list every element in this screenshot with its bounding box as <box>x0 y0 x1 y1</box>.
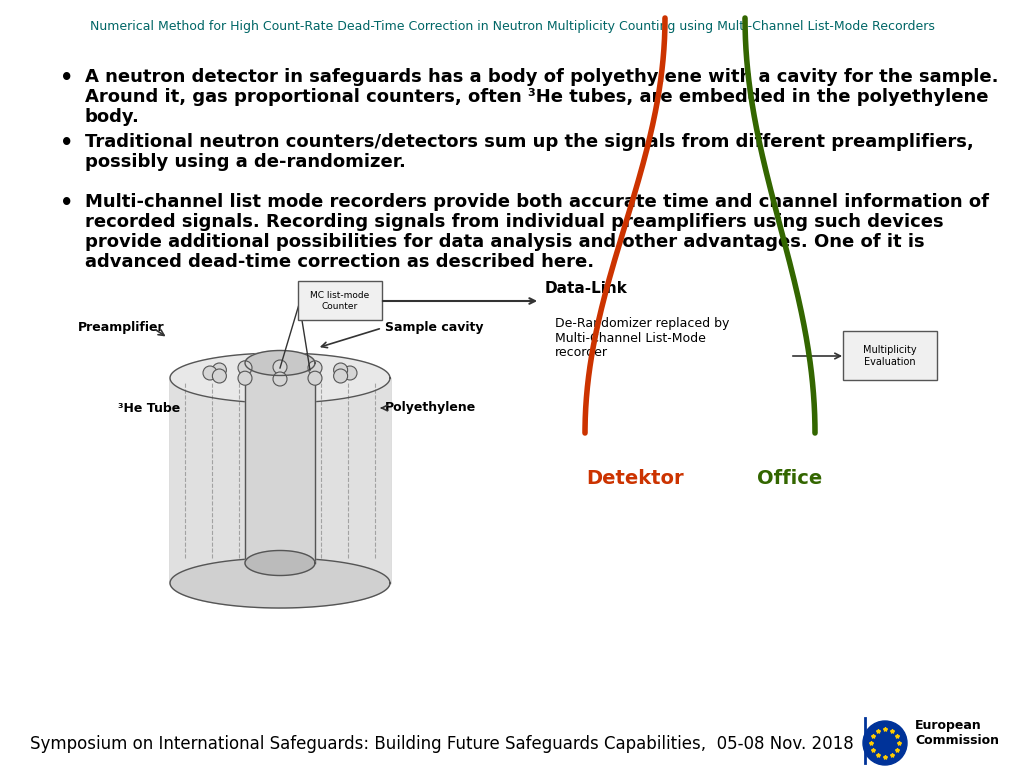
Text: Preamplifier: Preamplifier <box>78 322 165 335</box>
FancyBboxPatch shape <box>298 281 382 320</box>
FancyBboxPatch shape <box>843 331 937 380</box>
Polygon shape <box>245 551 315 575</box>
Text: Around it, gas proportional counters, often ³He tubes, are embedded in the polye: Around it, gas proportional counters, of… <box>85 88 988 106</box>
Text: advanced dead-time correction as described here.: advanced dead-time correction as describ… <box>85 253 594 271</box>
Text: ³He Tube: ³He Tube <box>118 402 180 415</box>
Text: Traditional neutron counters/detectors sum up the signals from different preampl: Traditional neutron counters/detectors s… <box>85 133 974 151</box>
Text: Numerical Method for High Count-Rate Dead-Time Correction in Neutron Multiplicit: Numerical Method for High Count-Rate Dea… <box>89 20 935 33</box>
Polygon shape <box>245 350 315 376</box>
Text: •: • <box>60 193 74 213</box>
Circle shape <box>334 369 347 383</box>
Text: MC list-mode
Counter: MC list-mode Counter <box>310 291 370 311</box>
Polygon shape <box>170 558 390 608</box>
Text: recorded signals. Recording signals from individual preamplifiers using such dev: recorded signals. Recording signals from… <box>85 213 944 231</box>
Polygon shape <box>170 353 390 403</box>
Circle shape <box>273 372 287 386</box>
Text: possibly using a de-randomizer.: possibly using a de-randomizer. <box>85 153 406 171</box>
Text: Polyethylene: Polyethylene <box>385 402 476 415</box>
Circle shape <box>203 366 217 380</box>
Text: Multi-channel list mode recorders provide both accurate time and channel informa: Multi-channel list mode recorders provid… <box>85 193 989 211</box>
Circle shape <box>273 360 287 374</box>
Text: Symposium on International Safeguards: Building Future Safeguards Capabilities, : Symposium on International Safeguards: B… <box>30 735 854 753</box>
Circle shape <box>334 363 347 377</box>
Text: Data-Link: Data-Link <box>545 281 628 296</box>
Polygon shape <box>170 378 390 583</box>
Circle shape <box>212 363 226 377</box>
Circle shape <box>343 366 357 380</box>
Circle shape <box>238 371 252 386</box>
Text: Detektor: Detektor <box>586 468 684 488</box>
Text: Office: Office <box>758 468 822 488</box>
Text: A neutron detector in safeguards has a body of polyethylene with a cavity for th: A neutron detector in safeguards has a b… <box>85 68 998 86</box>
Circle shape <box>308 361 322 375</box>
Text: body.: body. <box>85 108 140 126</box>
Text: Multiplicity
Evaluation: Multiplicity Evaluation <box>863 345 916 367</box>
Circle shape <box>238 361 252 375</box>
Text: provide additional possibilities for data analysis and other advantages. One of : provide additional possibilities for dat… <box>85 233 925 251</box>
Circle shape <box>212 369 226 383</box>
Text: European
Commission: European Commission <box>915 719 999 747</box>
Circle shape <box>863 721 907 765</box>
Circle shape <box>308 371 322 386</box>
Polygon shape <box>245 363 315 563</box>
Text: •: • <box>60 133 74 153</box>
Text: Sample cavity: Sample cavity <box>385 322 483 335</box>
Text: •: • <box>60 68 74 88</box>
Text: De-Randomizer replaced by
Multi-Channel List-Mode
recorder: De-Randomizer replaced by Multi-Channel … <box>555 316 729 359</box>
